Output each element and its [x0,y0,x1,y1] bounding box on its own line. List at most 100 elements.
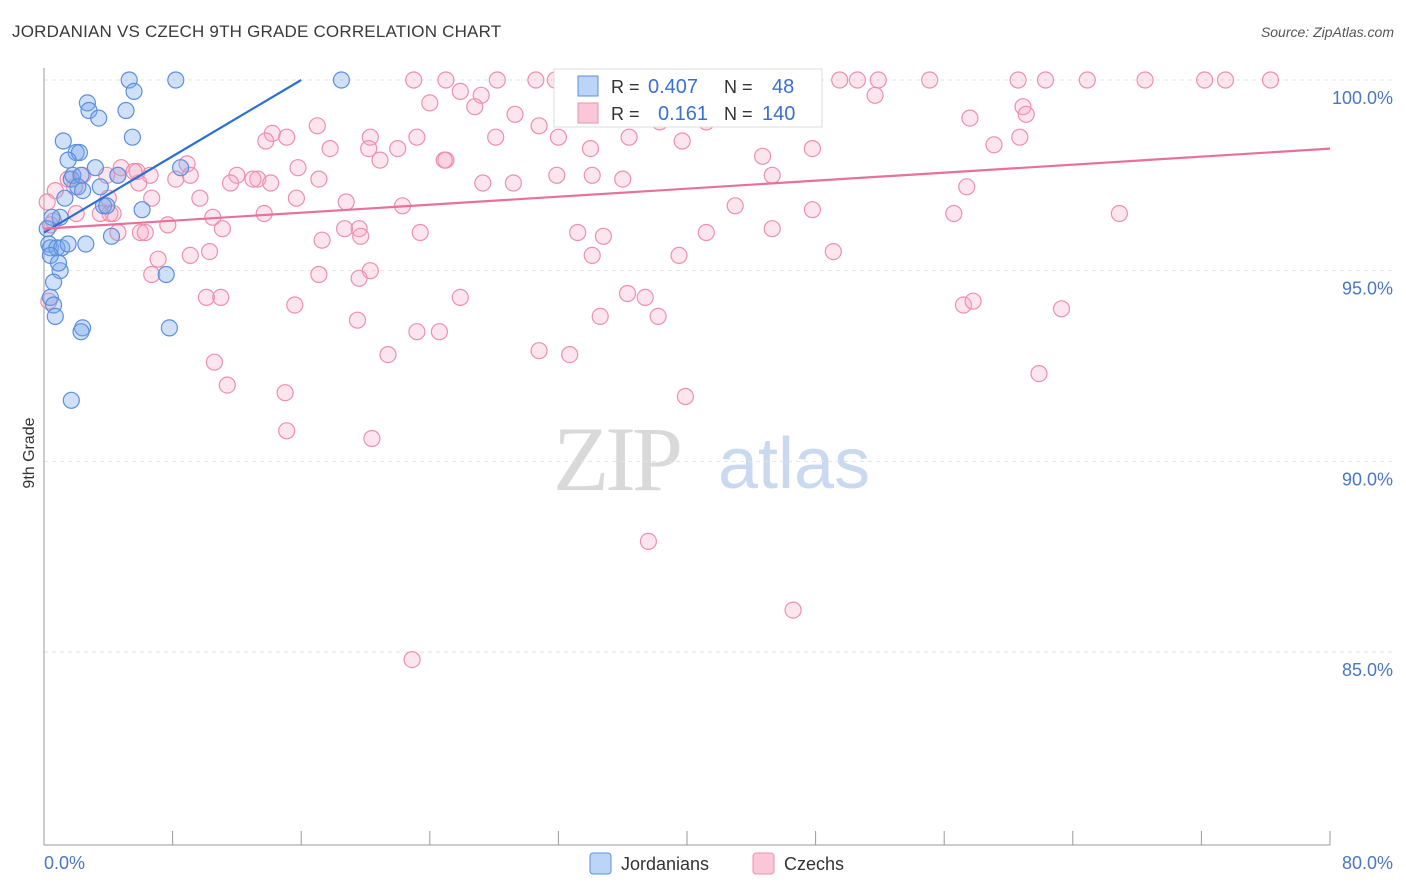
czechs-point [131,223,149,242]
czechs-point [411,223,429,242]
czechs-point [964,292,982,310]
czechs-point [1216,71,1235,89]
czechs-point [985,136,1003,154]
czechs-point [530,117,548,135]
czechs-point [784,601,802,619]
czechs-point [143,265,161,284]
jordanians-point [102,227,121,245]
czechs-point [437,71,455,89]
jordanians-r-label: R = [611,77,640,97]
czechs-point [488,71,506,89]
legend-jordanians-label[interactable]: Jordanians [621,854,709,874]
czechs-point [310,170,328,188]
czechs-point [583,246,601,264]
czechs-point [336,220,354,238]
czechs-point [763,166,781,184]
chart-title: JORDANIAN VS CZECH 9TH GRADE CORRELATION… [12,22,502,41]
jordanians-point [56,189,74,207]
czechs-point [149,250,167,268]
czechs-point [181,246,199,264]
legend-czechs-label[interactable]: Czechs [784,854,844,874]
czechs-point [286,296,304,314]
czechs-point [530,342,548,360]
x-tick-label-max: 80.0% [1342,853,1393,873]
czechs-point [313,231,331,249]
czechs-series [38,71,1280,669]
gridlines [44,79,1393,653]
jordanians-series [38,71,350,409]
jordanians-point [59,235,77,253]
jordanians-point [117,101,135,120]
watermark-atlas: atlas [718,424,870,504]
czechs-point [201,243,219,261]
czechs-point [244,170,262,188]
series-legend: Jordanians Czechs [589,852,844,875]
czechs-point [1017,105,1035,123]
czechs-point [869,71,887,89]
jordanians-point [62,391,80,409]
jordanians-point [125,82,143,101]
czechs-point [506,105,524,123]
czechs-n-label: N = [724,104,753,124]
y-tick-label: 90.0% [1342,469,1393,489]
jordanians-point [54,132,72,150]
y-tick-label: 100.0% [1332,88,1393,108]
watermark-zip: ZIP [553,408,680,510]
jordanians-point [167,71,185,89]
legend-jordanians-swatch[interactable] [589,852,612,875]
czechs-point [262,174,280,192]
czechs-point [348,311,367,329]
czechs-point [408,128,426,146]
czechs-point [276,384,294,402]
jordanians-n-value: 48 [772,76,794,98]
jordanians-point [73,182,92,200]
czechs-legend-swatch [577,102,599,124]
czechs-point [255,204,273,223]
jordanians-point [109,166,127,184]
jordanians-point [172,159,190,177]
czechs-point [289,159,307,177]
legend-czechs-swatch[interactable] [752,852,775,875]
czechs-point [363,429,381,448]
czechs-point [945,204,963,223]
czechs-point [278,422,296,440]
czechs-point [620,128,638,146]
czechs-point [954,296,973,314]
czechs-point [583,166,601,184]
czechs-point [763,220,781,238]
czechs-point [337,193,355,211]
czechs-point [803,140,822,158]
czechs-point [221,174,240,192]
czechs-point [1078,71,1096,89]
czechs-point [191,189,209,207]
czechs-point [1011,128,1029,146]
stats-legend-box [553,68,823,128]
czechs-point [218,376,236,394]
stats-legend: R = 0.407 N = 48 R = 0.161 N = 140 [553,68,823,128]
jordanians-point [90,109,108,127]
czechs-point [287,189,305,207]
czechs-point [594,227,613,245]
czechs-point [205,353,223,371]
czechs-point [451,82,469,101]
czechs-point [360,140,378,158]
czechs-point [1009,71,1027,89]
czechs-trend-line [43,147,1331,230]
czechs-point [38,193,56,211]
czechs-point [321,140,339,158]
czechs-point [824,243,842,261]
y-tick-label: 85.0% [1342,660,1393,680]
czechs-point [527,71,545,89]
czechs-point [549,128,568,146]
source-attribution: Source: ZipAtlas.com [1260,24,1394,40]
czechs-point [726,197,744,215]
x-axis-ticks [43,831,1331,845]
czechs-point [569,223,587,242]
czechs-n-value: 140 [762,103,795,125]
jordanians-point [91,178,109,196]
czechs-point [1261,71,1280,89]
czechs-point [753,147,772,165]
czechs-point [831,71,849,89]
jordanians-point [133,201,151,219]
